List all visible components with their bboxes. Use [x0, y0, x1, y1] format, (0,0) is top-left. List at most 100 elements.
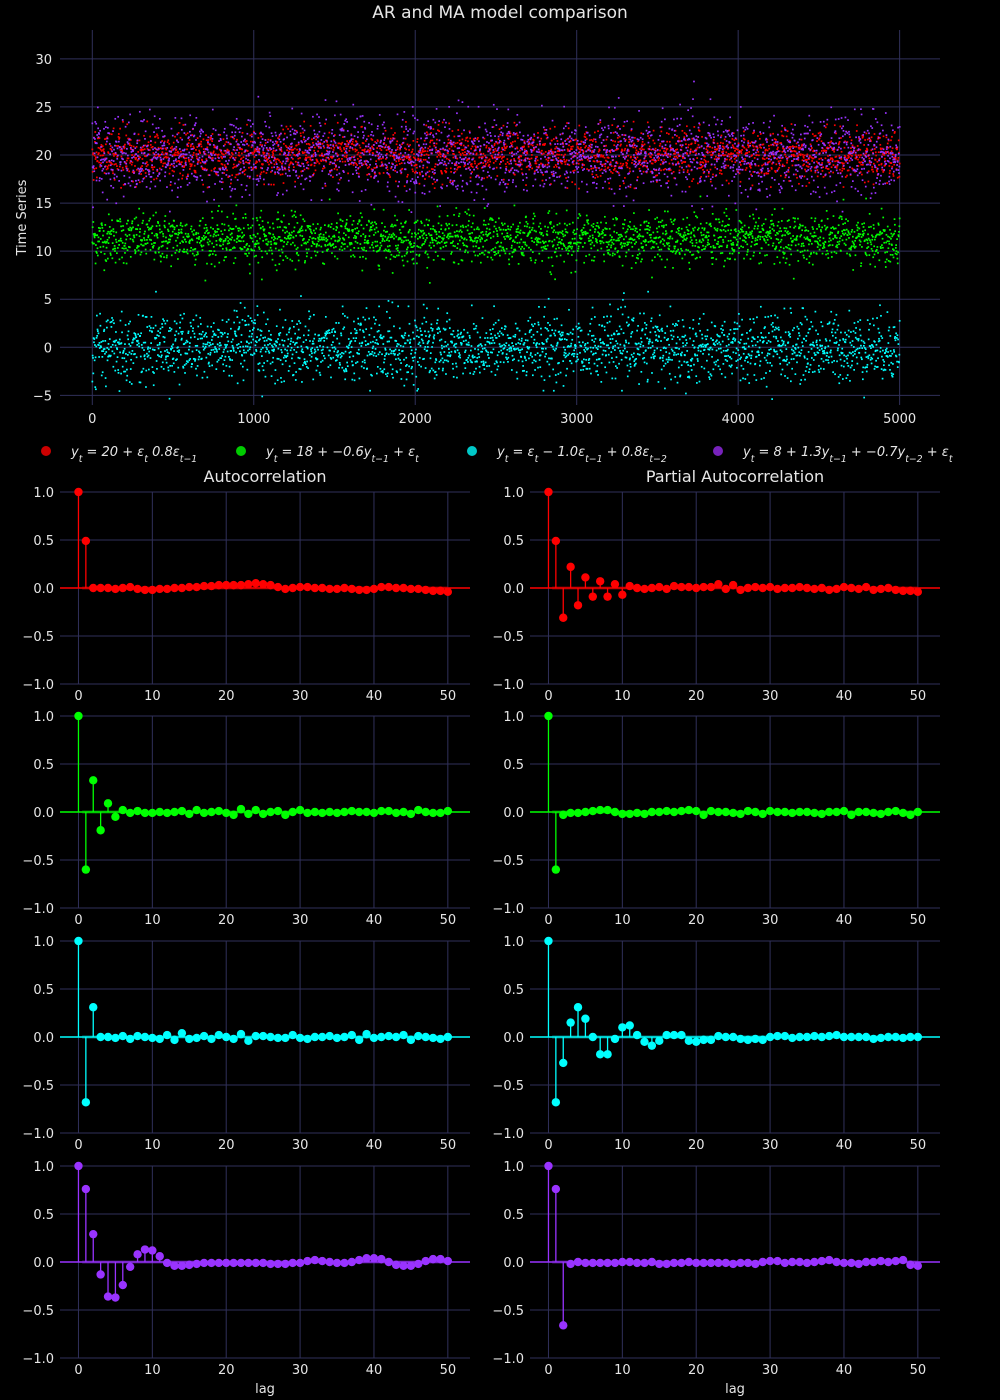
ts-point	[178, 351, 180, 353]
ts-point	[377, 249, 380, 252]
ts-point	[134, 250, 137, 253]
ts-point	[176, 358, 178, 361]
ts-point	[668, 237, 671, 240]
ts-point	[587, 222, 590, 225]
ts-point	[742, 246, 744, 249]
ts-point	[186, 341, 189, 343]
ts-point	[838, 217, 841, 219]
ts-point	[263, 344, 266, 347]
ts-point	[700, 344, 702, 347]
ts-point	[757, 236, 759, 239]
ts-point	[132, 339, 134, 341]
ts-point	[247, 349, 249, 352]
ts-point	[94, 234, 97, 237]
ts-point	[261, 220, 264, 222]
ts-point	[891, 235, 894, 238]
ts-point	[545, 353, 547, 355]
ts-point	[755, 221, 757, 224]
ts-point	[852, 346, 855, 348]
ts-point	[372, 224, 374, 227]
ts-point	[723, 265, 725, 268]
ts-point	[114, 250, 116, 252]
ts-point	[769, 226, 771, 229]
ts-point	[764, 235, 767, 237]
ts-point	[216, 224, 219, 227]
ts-point	[242, 216, 245, 219]
ts-point	[235, 351, 237, 354]
ts-point	[433, 244, 435, 247]
ts-point	[347, 347, 350, 349]
ts-point	[729, 329, 732, 331]
ts-point	[107, 242, 110, 245]
ts-point	[285, 226, 287, 229]
ts-point	[557, 362, 559, 365]
ts-point	[876, 317, 878, 319]
ts-point	[556, 342, 559, 345]
ts-point	[330, 245, 332, 247]
ts-point	[160, 255, 162, 258]
ts-point	[698, 345, 700, 347]
ts-point	[351, 230, 354, 233]
ts-point	[703, 229, 706, 231]
ts-point	[206, 343, 208, 346]
ts-point	[835, 342, 837, 344]
ts-point	[815, 253, 818, 255]
ts-point	[835, 245, 837, 248]
ts-point	[888, 243, 891, 245]
ts-point	[845, 228, 848, 231]
ts-point	[493, 254, 496, 256]
ts-point	[661, 357, 664, 359]
ts-point	[191, 350, 194, 353]
ts-point	[491, 351, 493, 354]
ts-point	[397, 343, 400, 346]
ts-point	[359, 322, 362, 325]
ts-point	[728, 343, 730, 346]
ts-point	[129, 238, 132, 240]
ts-point	[880, 247, 882, 250]
ts-point	[838, 354, 841, 357]
ts-point	[418, 341, 421, 344]
ts-point	[160, 230, 163, 233]
ts-point	[718, 246, 721, 248]
ts-point	[458, 355, 460, 358]
ts-point	[833, 342, 836, 344]
ts-point	[868, 226, 870, 228]
ts-point	[348, 229, 351, 232]
ts-point	[766, 361, 769, 364]
ts-point	[284, 231, 286, 234]
ts-point	[256, 232, 259, 235]
ts-point	[863, 222, 866, 225]
ts-point	[144, 341, 147, 344]
ts-point	[381, 240, 384, 242]
ts-point	[333, 350, 336, 353]
ts-point	[336, 351, 339, 354]
ts-point	[606, 249, 609, 252]
ts-point	[576, 228, 578, 231]
ts-point	[432, 336, 435, 338]
ts-point	[477, 237, 480, 239]
ts-point	[221, 233, 224, 236]
ts-point	[400, 241, 403, 244]
ts-point	[582, 233, 585, 236]
ts-point	[262, 311, 265, 314]
ts-point	[505, 342, 508, 344]
ts-point	[346, 365, 349, 368]
ts-point	[826, 217, 829, 220]
ts-point	[549, 221, 551, 224]
ts-point	[640, 246, 643, 249]
ts-point	[172, 343, 174, 346]
ts-point	[470, 238, 472, 241]
ts-point	[749, 233, 752, 236]
ts-point	[159, 331, 162, 334]
ts-point	[504, 325, 507, 328]
ts-point	[193, 229, 195, 232]
ts-point	[469, 337, 471, 339]
ts-point	[840, 331, 842, 334]
ts-point	[549, 357, 552, 360]
ts-point	[276, 226, 279, 229]
ts-point	[353, 247, 356, 249]
ts-point	[307, 225, 310, 227]
ts-point	[709, 246, 712, 248]
ts-point	[244, 216, 247, 219]
ts-point	[650, 320, 652, 323]
